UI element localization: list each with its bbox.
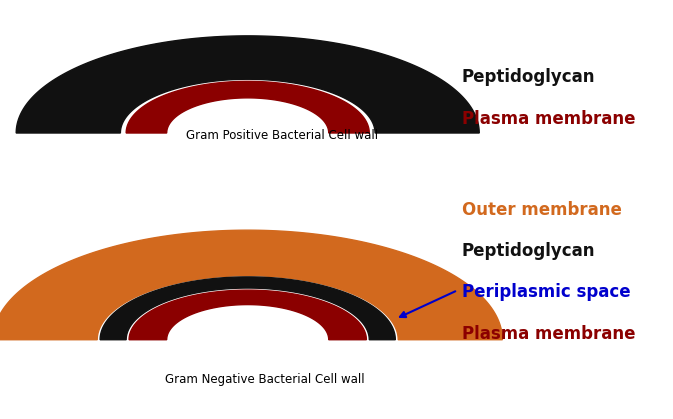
Polygon shape — [126, 81, 369, 133]
Text: Gram Positive Bacterial Cell wall: Gram Positive Bacterial Cell wall — [186, 129, 378, 142]
Text: Plasma membrane: Plasma membrane — [462, 109, 635, 127]
Polygon shape — [100, 277, 395, 340]
Text: Outer membrane: Outer membrane — [462, 201, 622, 218]
Text: Periplasmic space: Periplasmic space — [462, 283, 631, 301]
Text: Plasma membrane: Plasma membrane — [462, 325, 635, 343]
Polygon shape — [16, 36, 479, 133]
Text: Peptidoglycan: Peptidoglycan — [462, 242, 596, 260]
Polygon shape — [129, 290, 366, 340]
Text: Gram Negative Bacterial Cell wall: Gram Negative Bacterial Cell wall — [166, 372, 365, 385]
Polygon shape — [0, 230, 502, 340]
Text: Peptidoglycan: Peptidoglycan — [462, 68, 596, 86]
